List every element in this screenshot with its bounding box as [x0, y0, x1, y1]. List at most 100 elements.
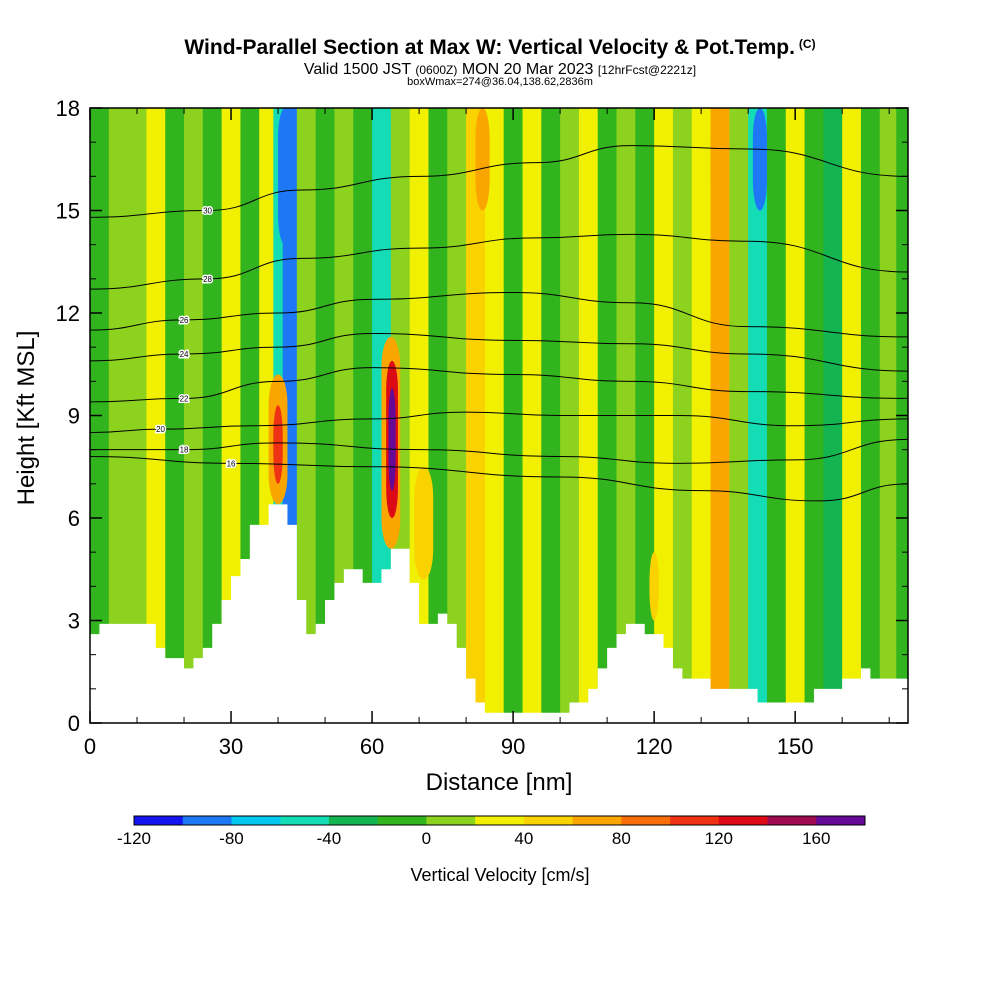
forecast-info: [12hrFcst@2221z]: [597, 63, 697, 77]
colorbar-label: 40: [514, 829, 533, 848]
colorbar-swatch: [621, 816, 671, 825]
w-band: [428, 108, 448, 723]
w-cell: [278, 108, 293, 245]
x-tick-label: 0: [84, 734, 96, 759]
colorbar-swatch: [280, 816, 330, 825]
w-band: [447, 108, 467, 723]
y-tick-label: 9: [68, 404, 80, 429]
axes: 0 30 60 90 120 150 0 3 6 9 12 15 18: [56, 96, 908, 759]
w-band: [184, 108, 204, 723]
w-band: [522, 108, 542, 723]
x-tick-label: 150: [777, 734, 814, 759]
w-band: [691, 108, 712, 723]
w-cell: [388, 388, 396, 491]
theta-contour: [90, 291, 908, 338]
valid-time: Valid 1500 JST (0600Z) MON 20 Mar 2023 […: [0, 61, 1000, 79]
colorbar-title: Vertical Velocity [cm/s]: [410, 865, 589, 885]
colorbar-swatch: [426, 816, 476, 825]
w-band: [879, 108, 897, 723]
theta-contour: [90, 233, 908, 290]
theta-contour: [90, 438, 908, 464]
contour-label: 16: [227, 459, 236, 468]
valid-date: MON 20 Mar 2023: [461, 61, 594, 78]
w-band: [221, 108, 241, 723]
w-band: [466, 108, 486, 723]
w-band: [503, 108, 524, 723]
y-tick-label: 3: [68, 609, 80, 634]
w-band: [729, 108, 749, 723]
w-cell: [475, 108, 490, 211]
colorbar-swatch: [670, 816, 720, 825]
colorbar-swatch: [182, 816, 232, 825]
contour-label: 24: [180, 350, 189, 359]
colorbar-swatch: [328, 816, 378, 825]
theta-contour: [90, 411, 908, 434]
w-band: [127, 108, 147, 723]
w-band: [823, 108, 843, 723]
w-band: [804, 108, 824, 723]
box-max-info: boxWmax=274@36.04,138.62,2836m: [407, 76, 593, 88]
w-cell: [273, 405, 283, 484]
colorbar-swatch: [377, 816, 427, 825]
x-tick-label: 120: [636, 734, 673, 759]
colorbar-swatch: [523, 816, 573, 825]
contour-label: 28: [203, 275, 212, 284]
terrain-shape: [90, 504, 908, 723]
colorbar-label: 120: [705, 829, 733, 848]
w-band: [748, 108, 768, 723]
w-band: [710, 108, 730, 723]
w-band: [296, 108, 317, 723]
copyright-mark: (C): [798, 37, 816, 51]
x-axis-title: Distance [nm]: [426, 769, 573, 796]
colorbar-swatch: [134, 816, 184, 825]
w-band: [860, 108, 881, 723]
w-cell: [752, 108, 767, 211]
w-band: [842, 108, 862, 723]
colorbar-label: 0: [422, 829, 431, 848]
contour-label: 22: [180, 394, 189, 403]
colorbar-swatch: [572, 816, 622, 825]
x-tick-label: 60: [360, 734, 384, 759]
theta-contour: [90, 367, 908, 403]
y-tick-label: 15: [56, 199, 80, 224]
y-tick-label: 6: [68, 506, 80, 531]
w-band: [202, 108, 223, 723]
w-band: [108, 108, 129, 723]
contour-label: 26: [180, 316, 189, 325]
w-band: [484, 108, 505, 723]
w-band: [146, 108, 166, 723]
y-tick-label: 12: [56, 301, 80, 326]
colorbar-frame: [133, 815, 866, 826]
w-cell: [649, 552, 659, 621]
theta-contour: [90, 332, 908, 372]
w-cell: [414, 466, 434, 580]
colorbar-swatch: [475, 816, 525, 825]
w-band: [785, 108, 806, 723]
title-text: Wind-Parallel Section at Max W: Vertical…: [184, 36, 795, 59]
w-band: [165, 108, 185, 723]
w-band: [315, 108, 335, 723]
contour-label: 30: [203, 207, 212, 216]
y-axis-title: Height [Kft MSL]: [13, 331, 40, 506]
w-band: [766, 108, 787, 723]
colorbar-label: -80: [219, 829, 244, 848]
theta-contours: 16 18 20 22 24 26 28 30: [90, 145, 908, 502]
x-tick-label: 90: [501, 734, 525, 759]
contour-label: 18: [180, 446, 189, 455]
colorbar-swatch: [767, 816, 817, 825]
colorbar-label: 80: [612, 829, 631, 848]
colorbar-label: -40: [317, 829, 342, 848]
valid-main: Valid 1500 JST: [303, 61, 411, 78]
colorbar-swatch: [816, 816, 866, 825]
colorbar: -120 -80 -40 0 40 80 120 160: [117, 815, 866, 848]
colorbar-label: 160: [802, 829, 830, 848]
chart-title: Wind-Parallel Section at Max W: Vertical…: [0, 36, 1000, 60]
y-tick-label: 18: [56, 96, 80, 121]
valid-zulu: (0600Z): [415, 63, 458, 77]
w-cell: [710, 108, 730, 211]
theta-contour: [90, 145, 908, 218]
colorbar-swatch: [718, 816, 768, 825]
contour-label: 20: [156, 425, 165, 434]
y-tick-label: 0: [68, 711, 80, 736]
